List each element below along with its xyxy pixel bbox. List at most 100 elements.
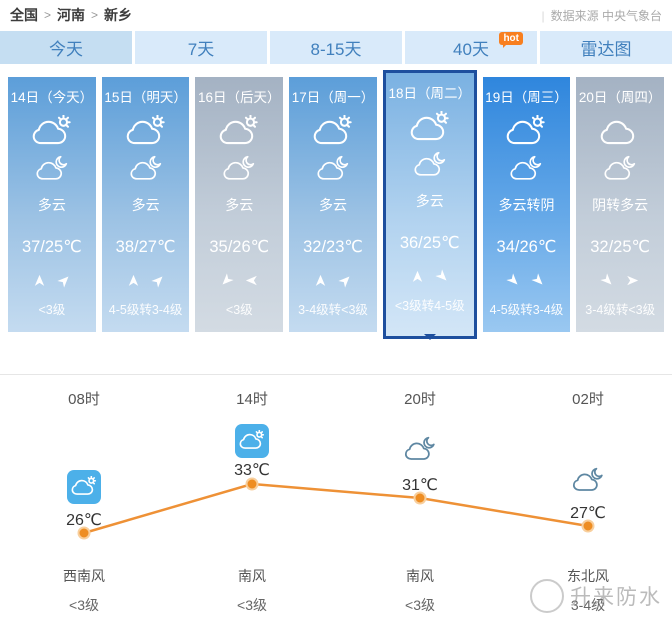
temperature-range: 34/26℃ — [496, 238, 557, 256]
tab-today[interactable]: 今天 — [0, 31, 132, 64]
breadcrumb: 全国 > 河南 > 新乡 | 数据来源 中央气象台 — [0, 0, 672, 28]
weather-desc: 多云 — [131, 197, 160, 213]
day-card-19[interactable]: 19日（周三） 多云转阴 34/26℃ 4-5级转3-4级 — [482, 77, 571, 332]
wind-arrow-n-icon — [126, 273, 141, 288]
wind-arrow-se-icon — [503, 269, 524, 290]
hour-wind-direction: 南风 — [238, 568, 266, 584]
temperature-range: 35/26℃ — [209, 238, 270, 256]
day-date: 19日（周三） — [485, 90, 568, 105]
tab-7day[interactable]: 7天 — [135, 31, 267, 64]
sun-cloud-icon — [505, 115, 547, 147]
moon-cloud-icon — [602, 155, 638, 181]
data-source: | 数据来源 中央气象台 — [542, 7, 662, 24]
weather-desc: 阴转多云 — [592, 197, 649, 213]
wind-arrow-se-icon — [528, 269, 549, 290]
temperature-range: 36/25℃ — [399, 234, 460, 252]
wind-arrow-se-icon — [432, 265, 453, 286]
temperature-range: 38/27℃ — [115, 238, 176, 256]
watermark-text: 升来防水 — [570, 586, 662, 609]
moon-cloud-icon — [128, 155, 164, 181]
hour-time: 08时 — [68, 391, 100, 408]
day-date: 15日（明天） — [104, 90, 187, 105]
temp-line — [83, 482, 589, 535]
weather-desc: 多云 — [415, 193, 444, 209]
temp-line-chart — [77, 477, 595, 540]
tab-label: 40天 — [453, 40, 489, 59]
moon-cloud-outline-icon — [571, 467, 605, 499]
hour-wind-level: <3级 — [237, 597, 267, 613]
hour-temp: 31℃ — [402, 477, 438, 494]
day-card-18-selected[interactable]: 18日（周二） 多云 36/25℃ <3级转4-5级 — [382, 70, 477, 340]
hour-temp: 27℃ — [570, 505, 606, 522]
tab-label: 今天 — [49, 40, 83, 59]
hour-temp: 26℃ — [66, 512, 102, 529]
source-divider: | — [541, 8, 545, 23]
hourly-forecast: 08时 14时 20时 02时 26℃ 33℃ 31℃ 27℃ 西南风 南风 南… — [0, 374, 672, 637]
hour-wind-direction: 东北风 — [567, 568, 609, 584]
weather-desc: 多云 — [225, 197, 254, 213]
tab-label: 雷达图 — [580, 40, 632, 59]
tab-radar[interactable]: 雷达图 — [540, 31, 672, 64]
temp-point — [77, 526, 91, 540]
breadcrumb-national[interactable]: 全国 — [10, 7, 38, 23]
wind-arrow-n-icon — [32, 273, 47, 288]
hour-time: 20时 — [404, 391, 436, 408]
wind-arrow-n-icon — [410, 269, 425, 284]
wind-arrow-ne-icon — [147, 269, 168, 290]
wind-level: 4-5级转3-4级 — [489, 303, 564, 317]
tile-sun-cloud-icon — [235, 424, 269, 458]
sun-cloud-icon — [409, 111, 451, 143]
hour-time: 02时 — [572, 391, 604, 408]
wind-arrow-ne-icon — [335, 269, 356, 290]
day-date: 18日（周二） — [388, 86, 471, 101]
wind-level: <3级转4-5级 — [394, 299, 465, 313]
wind-direction-icons — [32, 271, 72, 289]
temp-point — [245, 477, 259, 491]
moon-cloud-icon — [221, 155, 257, 181]
moon-cloud-icon — [34, 155, 70, 181]
day-date: 20日（周四） — [578, 90, 662, 105]
wind-direction-icons — [219, 271, 259, 289]
wind-arrow-e-icon — [625, 273, 640, 288]
day-date: 17日（周一） — [291, 90, 375, 105]
moon-cloud-outline-icon — [403, 436, 437, 468]
breadcrumb-province[interactable]: 河南 — [57, 7, 86, 23]
watermark: 升来防水 — [530, 579, 662, 613]
day-card-15[interactable]: 15日（明天） 多云 38/27℃ 4-5级转3-4级 — [101, 77, 190, 332]
wind-arrow-w-icon — [244, 273, 259, 288]
watermark-logo-icon — [530, 579, 564, 613]
temp-point — [413, 491, 427, 505]
day-date: 16日（后天） — [198, 90, 281, 105]
moon-cloud-icon — [508, 155, 544, 181]
wind-arrow-se-icon — [597, 269, 618, 290]
wind-direction-icons — [410, 267, 450, 285]
day-card-17[interactable]: 17日（周一） 多云 32/23℃ 3-4级转<3级 — [289, 77, 377, 332]
tab-bar: 今天 7天 8-15天 40天 hot 雷达图 — [0, 31, 672, 64]
source-label: 数据来源 中央气象台 — [550, 8, 662, 23]
day-card-16[interactable]: 16日（后天） 多云 35/26℃ <3级 — [195, 77, 284, 332]
weather-desc: 多云 — [319, 197, 348, 213]
hour-time: 14时 — [236, 391, 268, 408]
wind-direction-icons — [126, 271, 166, 289]
tab-40day[interactable]: 40天 hot — [405, 31, 537, 64]
hour-wind-direction: 西南风 — [63, 568, 105, 584]
temperature-range: 32/23℃ — [303, 238, 363, 256]
section-divider — [0, 374, 672, 375]
breadcrumb-city[interactable]: 新乡 — [104, 7, 133, 23]
tab-label: 7天 — [187, 40, 215, 59]
weather-desc: 多云转阴 — [498, 197, 555, 213]
temperature-range: 32/25℃ — [590, 238, 651, 256]
hour-wind-level: <3级 — [405, 597, 435, 613]
wind-level: 3-4级转<3级 — [298, 303, 368, 317]
day-card-20[interactable]: 20日（周四） 阴转多云 32/25℃ 3-4级转<3级 — [576, 77, 665, 332]
sun-cloud-icon — [218, 115, 260, 147]
moon-cloud-icon — [315, 155, 351, 181]
wind-direction-icons — [600, 271, 640, 289]
seven-day-forecast: 14日（今天） 多云 37/25℃ <3级 15日（明天） 多云 38/27℃ … — [8, 70, 665, 340]
day-card-14[interactable]: 14日（今天） 多云 37/25℃ <3级 — [8, 77, 96, 332]
tab-8-15day[interactable]: 8-15天 — [270, 31, 402, 64]
wind-level: <3级 — [225, 303, 253, 317]
hour-wind-direction: 南风 — [406, 568, 434, 584]
sun-cloud-icon — [125, 115, 167, 147]
temp-points — [77, 477, 595, 540]
